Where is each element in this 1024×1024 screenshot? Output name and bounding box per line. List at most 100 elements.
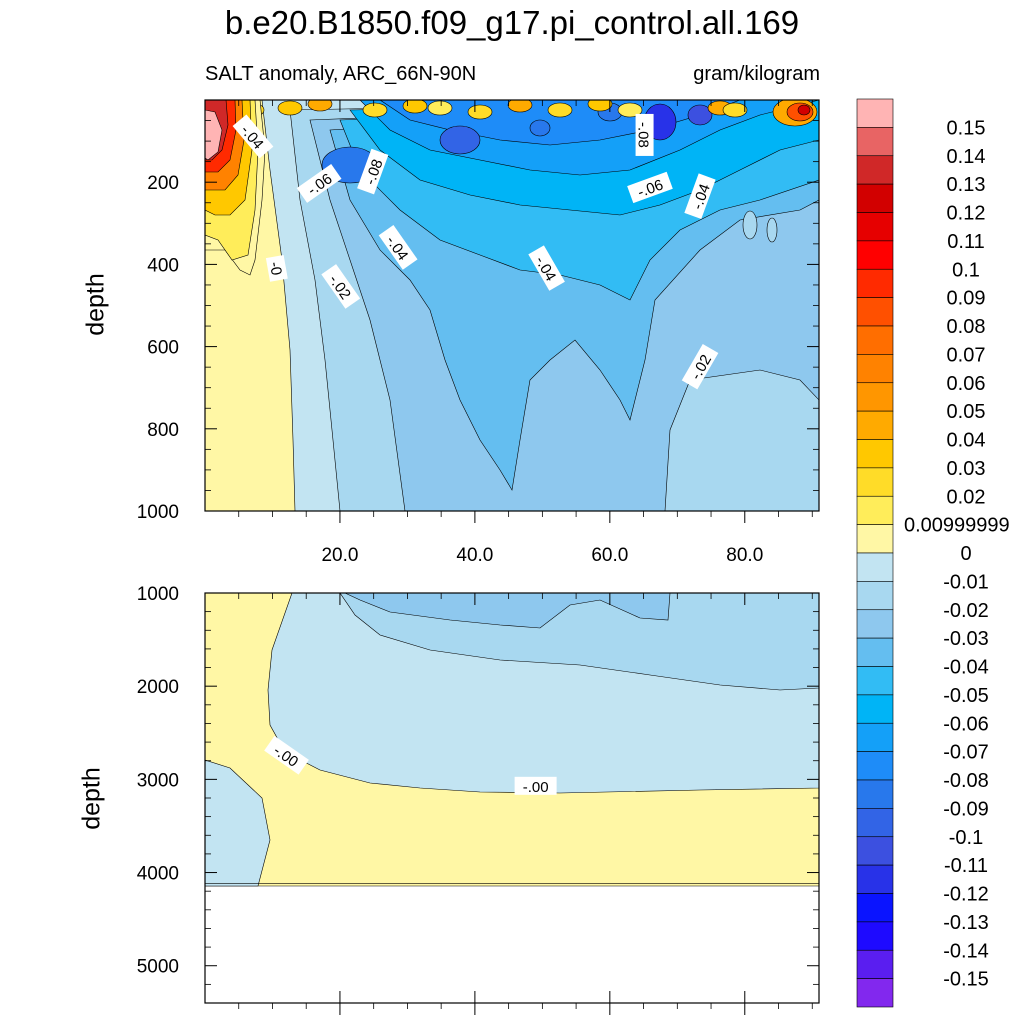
colorbar-tick-label: 0.15 <box>947 117 986 139</box>
colorbar-tick-label: 0.09 <box>947 288 986 310</box>
colorbar-swatch <box>856 98 894 128</box>
contour-label-background <box>528 245 565 291</box>
lower-left-negative-pocket <box>205 759 271 887</box>
lower-y-tick-label: 1000 <box>137 584 179 605</box>
colorbar-tick-label: -0.08 <box>943 770 989 792</box>
contour-label-background <box>264 735 309 775</box>
contour-label-background <box>321 264 361 309</box>
surface-warm-streak <box>277 100 303 116</box>
anomaly-blob <box>742 210 758 240</box>
colorbar-tick-label: -0.09 <box>943 798 989 820</box>
colorbar-tick-label: 0.05 <box>947 401 986 423</box>
colorbar-swatch <box>856 581 894 611</box>
colorbar-tick-label: 0.04 <box>947 430 986 452</box>
colorbar-swatch <box>856 722 894 752</box>
chart-subtitle-variable: SALT anomaly, ARC_66N-90N <box>205 63 477 85</box>
colorbar-swatch <box>856 127 894 157</box>
chart-title: b.e20.B1850.f09_g17.pi_control.all.169 <box>224 4 800 41</box>
surface-warm-streak <box>307 100 333 112</box>
colorbar-tick-label: -0.05 <box>943 685 989 707</box>
colorbar-swatch <box>856 921 894 951</box>
colorbar-tick-label: 0.13 <box>947 174 986 196</box>
contour-label: -.00 <box>514 776 557 796</box>
colorbar-swatch <box>856 637 894 667</box>
colorbar-swatch <box>856 524 894 554</box>
surface-warm-streak <box>402 100 428 114</box>
colorbar-tick-label: 0.02 <box>947 486 986 508</box>
surface-warm-streak <box>587 100 613 112</box>
colorbar-swatch <box>856 552 894 582</box>
colorbar-tick-label: -0.01 <box>943 571 989 593</box>
colorbar-tick-label: 0.12 <box>947 203 986 225</box>
colorbar-tick-label: 0.06 <box>947 373 986 395</box>
contour-label: -.02 <box>321 264 361 309</box>
colorbar-swatch <box>856 382 894 412</box>
colorbar-swatch <box>856 666 894 696</box>
colorbar-swatch <box>856 439 894 469</box>
surface-warm-streak <box>362 102 388 118</box>
colorbar-tick-label: 0.14 <box>947 146 986 168</box>
colorbar-swatch <box>856 467 894 497</box>
colorbar-tick-label: -0.14 <box>943 940 989 962</box>
contour-label-background <box>681 343 719 390</box>
colorbar-tick-label: -0.03 <box>943 628 989 650</box>
contour-label-background <box>684 173 716 220</box>
anomaly-blob <box>766 217 778 243</box>
contour-label-background <box>296 164 342 203</box>
upper-panel-contour-fill <box>205 100 819 511</box>
upper-y-tick-label: 400 <box>147 255 179 276</box>
colorbar-tick-label: 0.07 <box>947 344 986 366</box>
surface-warm-streak <box>427 100 453 116</box>
colorbar-tick-label: 0.11 <box>947 231 984 253</box>
contour-label-background <box>378 225 418 270</box>
lower-y-tick-label: 4000 <box>137 864 179 885</box>
colorbar-swatch <box>856 212 894 242</box>
colorbar-swatch <box>856 836 894 866</box>
colorbar-swatch <box>856 978 894 1008</box>
anomaly-blob <box>529 119 551 137</box>
contour-label-background <box>635 113 654 156</box>
colorbar-swatch <box>856 155 894 185</box>
colorbar-tick-label: -0.04 <box>943 657 989 679</box>
colorbar-tick-label: -0.12 <box>943 884 989 906</box>
surface-warm-streak <box>797 104 811 116</box>
upper-y-tick-label: 800 <box>147 420 179 441</box>
colorbar-swatch <box>856 694 894 724</box>
surface-warm-streak <box>467 104 493 120</box>
upper-x-tick-label: 40.0 <box>456 545 493 566</box>
colorbar-swatch <box>856 354 894 384</box>
colorbar-swatch <box>856 297 894 327</box>
warm-core-0.15 <box>205 109 223 161</box>
colorbar-swatch <box>856 495 894 525</box>
colorbar-tick-label: -0.13 <box>943 912 989 934</box>
colorbar-swatch <box>856 609 894 639</box>
colorbar-swatch <box>856 325 894 355</box>
lower-panel-contour-fill <box>205 593 819 1003</box>
colorbar-swatch <box>856 779 894 809</box>
colorbar-tick-label: 0.00999999 <box>904 515 1010 537</box>
lower-y-tick-label: 2000 <box>137 677 179 698</box>
anomaly-blob <box>687 104 713 126</box>
upper-y-tick-label: 600 <box>147 338 179 359</box>
contour-label-background <box>627 171 673 204</box>
colorbar-tick-label: -0.15 <box>943 969 989 991</box>
colorbar-tick-label: 0 <box>960 543 971 565</box>
upper-x-tick-label: 80.0 <box>726 545 763 566</box>
colorbar-swatch <box>856 410 894 440</box>
colorbar-tick-label: -0.07 <box>943 742 989 764</box>
colorbar-tick-label: 0.03 <box>947 458 986 480</box>
upper-x-tick-label: 20.0 <box>321 545 358 566</box>
lower-y-tick-label: 3000 <box>137 770 179 791</box>
colorbar-tick-label: 0.08 <box>947 316 986 338</box>
colorbar-swatch <box>856 949 894 979</box>
contour-label-background <box>232 114 274 159</box>
chart-subtitle-units: gram/kilogram <box>693 63 820 85</box>
lower-band-minus-0.03 <box>344 593 671 629</box>
contour-label-text: -.08 <box>635 122 652 148</box>
contour-label: -0 <box>266 254 288 282</box>
upper-panel-axes: 200 400 600 800 1000 20.0 40.0 60.0 80.0 <box>137 99 820 566</box>
contour-label-layer: -.04-.06 -.08-.04-0-.02-.04-.08-.06 -.04-.… <box>232 113 719 796</box>
contour-label-text: -.00 <box>523 779 549 796</box>
colorbar: 0.15 0.14 0.13 0.12 0.11 0.1 0.09 0.08 0.07 0.06 0… <box>856 98 1010 1008</box>
anomaly-blob <box>439 125 481 155</box>
